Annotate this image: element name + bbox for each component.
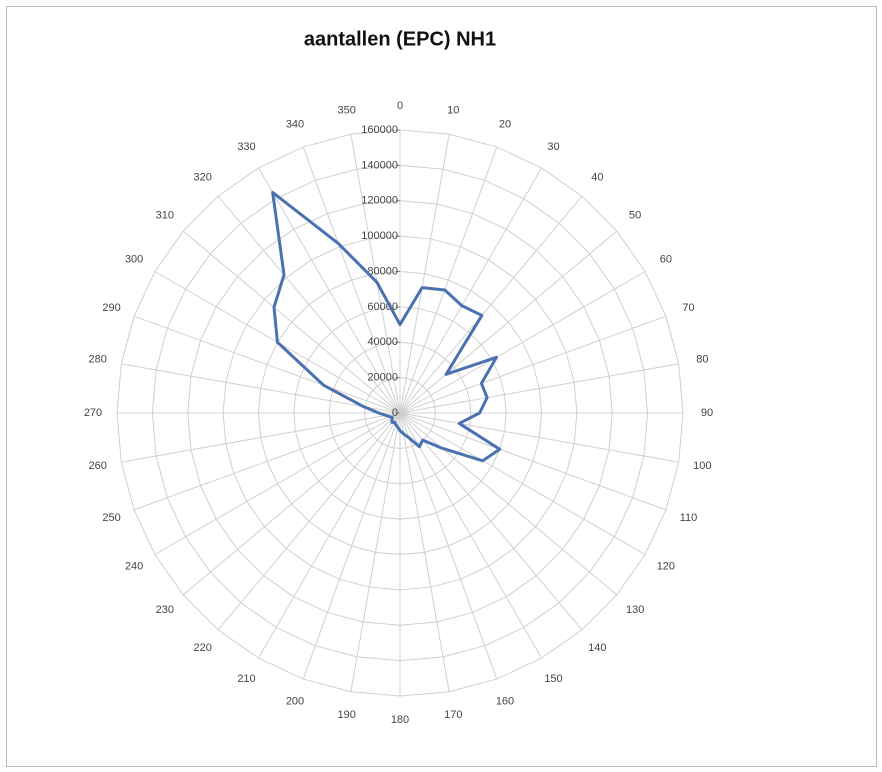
category-label: 320 — [193, 172, 211, 184]
series-line — [271, 190, 502, 463]
spoke — [399, 167, 542, 414]
category-label: 120 — [657, 560, 675, 572]
spoke — [399, 271, 646, 414]
category-label: 0 — [397, 100, 403, 112]
category-label: 310 — [156, 210, 174, 222]
category-label: 330 — [237, 141, 255, 153]
category-label: 220 — [193, 642, 211, 654]
spoke — [399, 412, 679, 463]
category-label: 340 — [286, 118, 304, 130]
spoke — [399, 315, 667, 414]
category-label: 160 — [496, 695, 514, 707]
spoke — [399, 230, 618, 414]
category-label: 10 — [447, 105, 459, 117]
r-tick-label: 160000 — [361, 124, 398, 136]
spoke — [302, 146, 401, 414]
category-label: 260 — [88, 460, 106, 472]
r-tick-label: 40000 — [367, 336, 398, 348]
category-label: 300 — [125, 253, 143, 265]
category-label: 290 — [102, 302, 120, 314]
spoke — [182, 230, 401, 414]
category-label: 250 — [102, 512, 120, 524]
spoke — [350, 134, 401, 414]
r-tick-label: 120000 — [361, 195, 398, 207]
spoke — [399, 412, 498, 680]
spoke — [399, 412, 646, 555]
category-label: 180 — [391, 714, 409, 726]
category-label: 40 — [591, 172, 603, 184]
spoke — [399, 412, 583, 631]
category-label: 60 — [660, 253, 672, 265]
category-label: 270 — [84, 407, 102, 419]
category-label: 110 — [680, 512, 698, 524]
r-tick-label: 100000 — [361, 230, 398, 242]
spoke — [258, 167, 401, 414]
spoke — [399, 412, 450, 692]
spoke — [133, 412, 401, 511]
category-label: 210 — [237, 673, 255, 685]
spoke — [217, 412, 401, 631]
spoke — [399, 412, 542, 659]
category-label: 150 — [544, 673, 562, 685]
category-label: 130 — [626, 604, 644, 616]
category-label: 20 — [499, 118, 511, 130]
category-label: 90 — [701, 407, 713, 419]
spoke — [182, 412, 401, 596]
spoke — [399, 146, 498, 414]
spoke — [154, 412, 401, 555]
category-label: 100 — [693, 460, 711, 472]
category-label: 50 — [629, 210, 641, 222]
spoke — [133, 315, 401, 414]
r-tick-label: 20000 — [367, 372, 398, 384]
spoke — [399, 195, 583, 414]
category-label: 280 — [88, 354, 106, 366]
spoke — [217, 195, 401, 414]
spoke — [399, 412, 667, 511]
r-tick-label: 80000 — [367, 265, 398, 277]
category-label: 30 — [547, 141, 559, 153]
category-label: 170 — [444, 709, 462, 721]
chart-frame — [6, 6, 877, 767]
spoke — [258, 412, 401, 659]
r-tick-label: 0 — [392, 407, 398, 419]
category-label: 350 — [338, 105, 356, 117]
spoke — [121, 363, 401, 414]
r-tick-label: 140000 — [361, 159, 398, 171]
category-label: 140 — [588, 642, 606, 654]
spoke — [399, 134, 450, 414]
category-label: 70 — [682, 302, 694, 314]
spoke — [302, 412, 401, 680]
category-label: 230 — [156, 604, 174, 616]
category-label: 80 — [696, 354, 708, 366]
category-label: 200 — [286, 695, 304, 707]
chart-title: aantallen (EPC) NH1 — [304, 28, 496, 50]
spoke — [350, 412, 401, 692]
spoke — [399, 412, 618, 596]
category-label: 190 — [338, 709, 356, 721]
category-label: 240 — [125, 560, 143, 572]
spoke — [121, 412, 401, 463]
spoke — [399, 363, 679, 414]
